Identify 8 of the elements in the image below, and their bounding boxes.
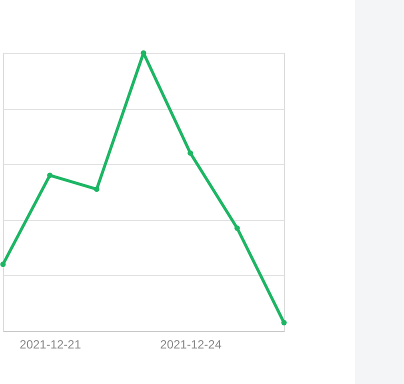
point bbox=[281, 320, 287, 326]
point bbox=[0, 262, 6, 268]
point bbox=[234, 225, 240, 231]
x-tick-label: 2021-12-21 bbox=[20, 338, 82, 352]
point bbox=[188, 150, 194, 156]
point bbox=[47, 172, 53, 178]
x-tick-label: 2021-12-24 bbox=[160, 338, 222, 352]
point bbox=[94, 186, 100, 192]
